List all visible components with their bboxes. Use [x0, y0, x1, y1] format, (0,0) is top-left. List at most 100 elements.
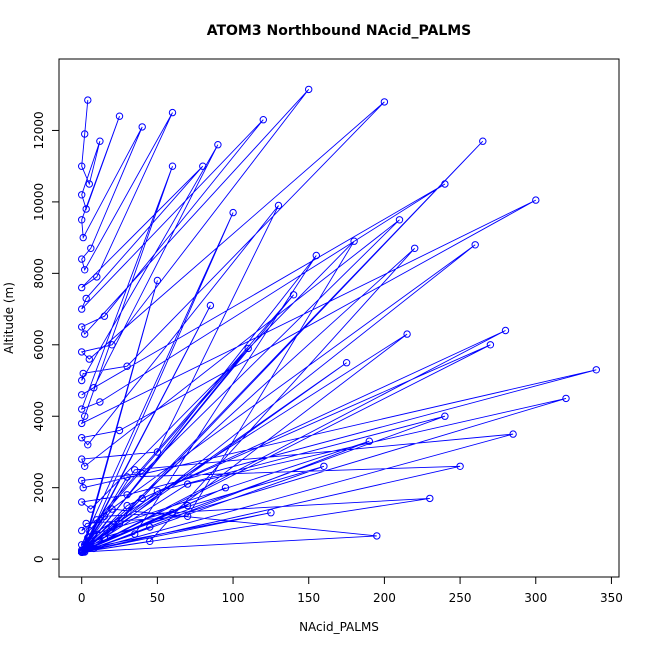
data-point	[532, 196, 540, 204]
y-tick-label: 6000	[32, 330, 46, 361]
data-point	[78, 498, 86, 506]
data-point	[78, 455, 86, 463]
data-point	[342, 359, 351, 367]
data-point	[115, 112, 124, 120]
data-point	[100, 534, 109, 542]
x-tick-label: 250	[449, 591, 472, 605]
data-point	[153, 487, 162, 495]
data-point	[115, 426, 124, 435]
y-tick-label: 10000	[32, 183, 46, 221]
data-point	[123, 362, 131, 370]
data-point	[96, 398, 104, 406]
data-point	[78, 391, 86, 399]
data-point	[85, 526, 94, 535]
data-point	[81, 330, 89, 338]
data-point	[168, 162, 177, 170]
x-tick-label: 350	[600, 591, 623, 605]
data-point	[82, 294, 90, 303]
x-tick-label: 100	[222, 591, 245, 605]
data-point	[138, 494, 146, 503]
y-tick-label: 4000	[32, 401, 46, 432]
data-point	[78, 255, 86, 263]
data-point	[426, 494, 434, 503]
data-point	[81, 462, 89, 470]
data-point	[456, 462, 464, 470]
plot-area	[78, 85, 600, 556]
data-point	[131, 466, 139, 474]
data-point	[78, 419, 86, 428]
data-point	[108, 523, 116, 531]
data-point	[93, 273, 101, 281]
y-tick-label: 12000	[32, 111, 46, 149]
y-tick-label: 2000	[32, 472, 46, 503]
chart-title: ATOM3 Northbound NAcid_PALMS	[207, 23, 472, 39]
data-point	[305, 85, 313, 94]
data-point	[267, 509, 275, 517]
data-point	[403, 330, 411, 338]
data-point	[108, 505, 116, 513]
data-point	[380, 98, 389, 106]
data-point	[138, 469, 146, 478]
data-point	[131, 530, 139, 538]
data-point	[365, 437, 373, 445]
x-tick-label: 50	[150, 591, 165, 605]
data-point	[501, 326, 510, 335]
data-point	[153, 448, 162, 456]
data-point	[87, 505, 95, 513]
data-point	[146, 523, 154, 531]
data-point	[96, 137, 104, 145]
data-point	[411, 244, 419, 253]
data-point	[108, 341, 116, 349]
data-point	[115, 519, 124, 528]
data-point	[183, 512, 192, 520]
data-point	[244, 344, 252, 353]
data-point	[78, 191, 86, 199]
data-point	[81, 412, 89, 420]
data-point	[93, 516, 101, 524]
data-point	[90, 384, 98, 392]
data-point	[146, 537, 154, 545]
x-tick-label: 200	[373, 591, 396, 605]
data-point	[87, 537, 95, 545]
data-point	[320, 462, 328, 470]
data-point	[85, 180, 94, 188]
y-axis-label: Altitude (m)	[2, 282, 16, 354]
data-point	[312, 251, 320, 260]
data-point	[289, 291, 298, 299]
x-axis: 0 50 100 150 200 250 300 350	[78, 576, 623, 605]
data-point	[274, 201, 283, 210]
data-point	[82, 519, 90, 528]
data-point	[206, 301, 215, 310]
y-axis: 0 2000 4000 6000 8000 10000 12000	[32, 111, 60, 563]
data-point	[221, 484, 230, 492]
data-point	[229, 208, 237, 217]
data-point	[123, 473, 131, 481]
data-point	[100, 312, 109, 320]
data-point	[81, 130, 89, 138]
data-point	[199, 162, 207, 170]
data-point	[509, 430, 517, 438]
data-point	[168, 108, 177, 117]
data-point	[79, 484, 87, 492]
data-point	[79, 233, 87, 242]
series-line	[80, 89, 597, 554]
data-point	[84, 441, 92, 449]
data-point	[78, 476, 86, 485]
data-point	[100, 512, 109, 520]
data-point	[441, 180, 449, 188]
data-point	[350, 237, 358, 245]
y-tick-label: 0	[32, 555, 46, 563]
data-point	[486, 341, 495, 349]
data-point	[82, 205, 90, 213]
data-point	[78, 305, 86, 313]
data-point	[183, 480, 192, 488]
data-point	[373, 532, 381, 540]
data-point	[81, 266, 89, 274]
data-point	[168, 509, 177, 517]
data-point	[395, 216, 404, 224]
y-tick-label: 8000	[32, 258, 46, 289]
data-point	[562, 394, 570, 403]
x-tick-label: 0	[78, 591, 86, 605]
data-point	[90, 530, 98, 538]
x-tick-label: 300	[524, 591, 547, 605]
